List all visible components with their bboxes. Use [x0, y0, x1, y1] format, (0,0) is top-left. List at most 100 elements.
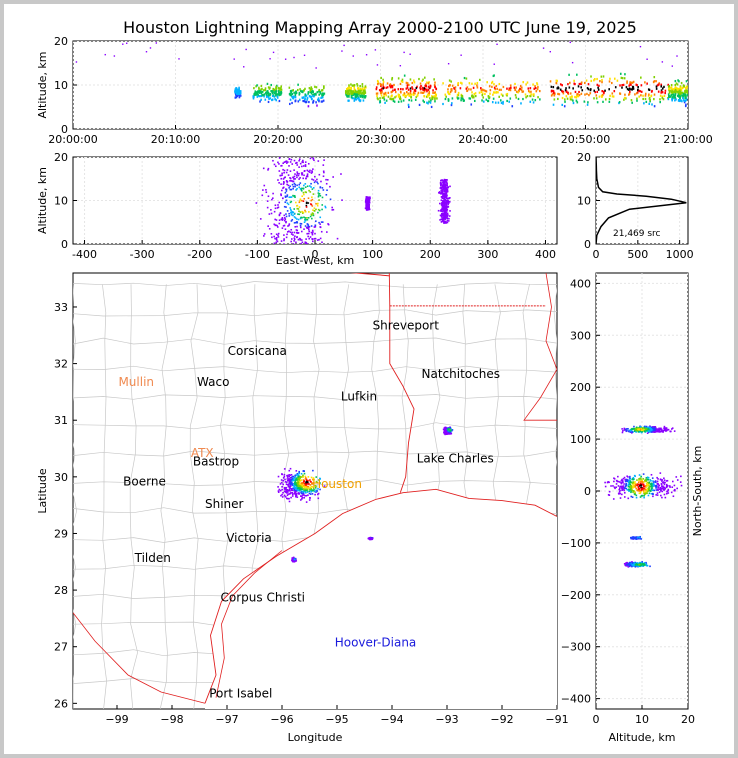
- source-point: [295, 174, 298, 177]
- source-point: [638, 563, 640, 566]
- source-point: [446, 186, 449, 188]
- source-point: [666, 484, 669, 487]
- source-point: [300, 230, 303, 233]
- source-point: [442, 212, 445, 215]
- source-point: [661, 97, 664, 100]
- source-point: [441, 218, 444, 221]
- source-point: [305, 479, 308, 482]
- source-point: [368, 201, 371, 204]
- source-point: [294, 173, 296, 175]
- source-point: [640, 538, 643, 540]
- source-point: [354, 89, 357, 92]
- source-point: [303, 470, 305, 472]
- source-point: [315, 491, 317, 493]
- source-point: [642, 490, 645, 492]
- source-point: [630, 564, 633, 566]
- source-point: [443, 206, 446, 209]
- source-point: [292, 89, 294, 92]
- source-point: [638, 95, 640, 98]
- source-point: [621, 480, 624, 482]
- source-point: [303, 174, 305, 177]
- source-point: [618, 488, 621, 491]
- source-point: [656, 482, 659, 485]
- source-point: [549, 50, 551, 53]
- source-point: [295, 488, 298, 490]
- source-point: [277, 490, 280, 492]
- source-point: [637, 88, 639, 91]
- source-point: [361, 94, 364, 97]
- source-point: [312, 179, 315, 181]
- source-point: [576, 73, 578, 76]
- source-point: [341, 199, 343, 201]
- source-point: [349, 89, 352, 92]
- source-point: [290, 476, 293, 479]
- source-point: [646, 488, 648, 491]
- source-point: [654, 430, 657, 433]
- source-point: [626, 81, 628, 84]
- source-point: [296, 218, 298, 220]
- source-point: [554, 92, 556, 95]
- source-point: [629, 480, 632, 482]
- source-point: [291, 480, 294, 482]
- source-point: [671, 97, 674, 100]
- source-point: [639, 535, 642, 538]
- source-point: [627, 481, 630, 484]
- source-point: [440, 179, 443, 181]
- source-point: [284, 191, 287, 194]
- source-point: [310, 90, 313, 93]
- source-point: [312, 187, 315, 189]
- source-point: [637, 537, 640, 540]
- source-point: [537, 96, 539, 99]
- source-point: [289, 98, 292, 101]
- source-point: [304, 210, 307, 213]
- source-point: [254, 90, 257, 93]
- source-point: [682, 97, 684, 100]
- source-point: [434, 85, 436, 88]
- source-point: [305, 478, 308, 481]
- source-point: [299, 479, 302, 482]
- source-point: [529, 100, 532, 103]
- source-point: [435, 87, 437, 90]
- source-point: [644, 564, 647, 566]
- source-point: [317, 192, 320, 194]
- source-point: [624, 96, 626, 100]
- source-point: [525, 96, 527, 99]
- source-point: [389, 83, 392, 86]
- source-point: [307, 476, 310, 478]
- source-point: [468, 82, 471, 85]
- source-point: [381, 96, 384, 99]
- source-point: [305, 94, 308, 97]
- source-point: [298, 92, 301, 95]
- source-point: [668, 485, 671, 487]
- source-point: [406, 93, 409, 96]
- source-point: [651, 426, 654, 428]
- source-point: [295, 490, 298, 492]
- source-point: [282, 225, 285, 227]
- source-point: [278, 222, 281, 225]
- source-point: [598, 95, 601, 98]
- source-point: [259, 100, 261, 103]
- source-point: [266, 200, 269, 202]
- source-point: [308, 100, 310, 104]
- source-point: [282, 197, 284, 200]
- source-point: [654, 426, 656, 428]
- source-point: [677, 79, 679, 82]
- source-point: [653, 489, 656, 492]
- source-point: [364, 89, 366, 92]
- source-point: [625, 428, 627, 430]
- source-point: [448, 79, 451, 82]
- source-point: [522, 81, 525, 84]
- x-tick-label: 0: [593, 248, 600, 261]
- source-point: [306, 169, 309, 172]
- source-point: [637, 562, 640, 565]
- y-tick-label: 20: [54, 151, 68, 164]
- source-point: [347, 88, 350, 92]
- source-point: [145, 51, 148, 53]
- source-point: [639, 492, 641, 494]
- source-point: [290, 473, 293, 476]
- source-point: [253, 87, 255, 90]
- source-point: [648, 492, 651, 495]
- source-point: [286, 479, 289, 482]
- source-point: [326, 189, 328, 192]
- source-point: [441, 208, 444, 211]
